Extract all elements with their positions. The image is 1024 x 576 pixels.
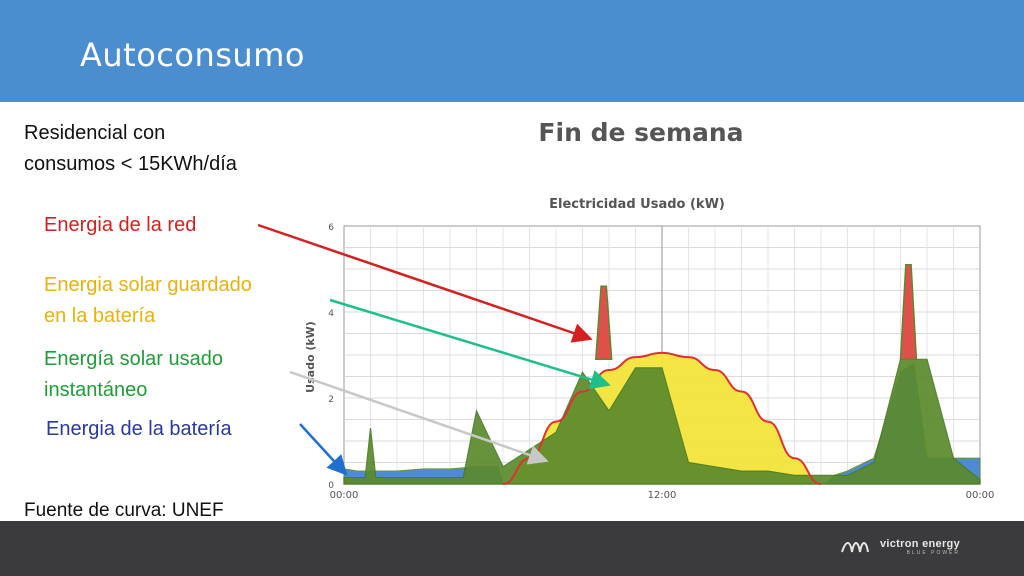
chart-title: Fin de semana [538, 118, 743, 147]
label-battery-energy: Energia de la batería [46, 418, 232, 440]
label-grid-energy: Energia de la red [44, 214, 197, 236]
x-tick-label: 00:00 [966, 490, 995, 501]
y-tick-label: 0 [328, 481, 334, 491]
energy-chart: Fin de semana Electricidad Usado (kW) Us… [292, 102, 1004, 521]
y-tick-label: 6 [328, 223, 334, 233]
subtitle-line-2: consumos < 15KWh/día [24, 153, 237, 175]
chart-areas [343, 263, 981, 485]
logo-subtext: BLUE POWER [906, 550, 960, 556]
y-tick-label: 4 [328, 309, 334, 319]
chart-y-axis-label: Usado (kW) [304, 321, 317, 393]
x-tick-label: 12:00 [648, 490, 677, 501]
label-solar-instant: Energía solar usado instantáneo [44, 344, 223, 406]
label-solar-instant-line-2: instantáneo [44, 379, 148, 401]
subtitle-text: Residencial con consumos < 15KWh/día [24, 118, 237, 180]
solar-curve-line [502, 351, 822, 485]
logo-text: victron energy [879, 538, 960, 550]
subtitle-line-1: Residencial con [24, 122, 166, 144]
label-solar-instant-line-1: Energía solar usado [44, 348, 224, 370]
label-solar-stored-line-1: Energia solar guardado [44, 274, 252, 296]
victron-logo: victron energy BLUE POWER [840, 538, 960, 556]
victron-wave-icon [841, 542, 869, 553]
series-area-grid-energy [899, 263, 918, 361]
label-solar-stored: Energia solar guardado en la batería [44, 270, 252, 332]
label-solar-stored-line-2: en la batería [44, 305, 156, 327]
chart-solar-curve [502, 351, 822, 485]
y-tick-label: 2 [328, 395, 334, 405]
slide-title: Autoconsumo [80, 36, 305, 74]
slide-header [0, 0, 1024, 102]
x-tick-label: 00:00 [330, 490, 359, 501]
chart-subtitle: Electricidad Usado (kW) [549, 197, 725, 212]
source-text: Fuente de curva: UNEF [24, 500, 224, 521]
